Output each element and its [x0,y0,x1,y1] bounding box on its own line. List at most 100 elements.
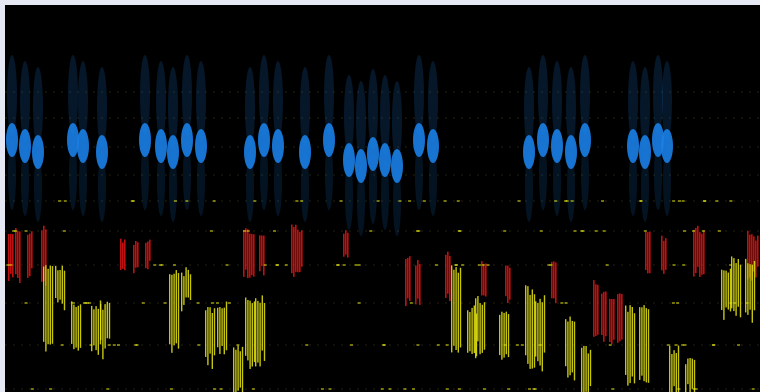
high-band-tail [567,152,575,222]
low-band-dot [159,264,163,266]
mid-band-streak [755,240,757,278]
low-band-streak [543,295,546,353]
high-band-tail [538,55,548,135]
low-band-streak [535,301,537,357]
mid-band-streak [617,294,619,343]
low-band-dot [9,264,13,266]
high-band-tail [552,61,562,141]
low-band-dot [434,264,438,266]
high-band-tail [169,152,177,222]
high-band-blob [96,135,108,169]
low-band-streak [255,298,257,367]
low-band-streak [631,306,633,377]
mid-band-streak [609,298,611,343]
low-band-dot [253,200,257,202]
low-band-streak [108,302,111,339]
low-band-streak [49,265,51,345]
low-band-streak [181,272,183,312]
low-band-dot [643,230,647,232]
high-band-tail [429,146,437,216]
low-band-streak [175,270,177,344]
low-band-dot [212,200,216,202]
mid-band-streak [295,224,297,272]
low-band-dot [12,230,16,232]
mid-band-streak [697,225,699,267]
high-band-tail [246,152,254,222]
spectrogram-panel [5,5,760,392]
low-band-dot [225,264,229,266]
low-band-dot [112,344,116,346]
low-band-dot [539,230,543,232]
mid-band-streak [299,231,301,273]
low-band-dot [681,200,685,202]
low-band-dot [398,200,402,202]
mid-band-streak [417,260,419,299]
mid-band-streak [753,236,755,272]
mid-band-streak [405,258,407,307]
low-band-dot [263,264,267,266]
high-band-blob [652,123,664,157]
low-band-dot [320,388,324,390]
high-band-tail [34,152,42,222]
low-band-streak [689,358,691,392]
high-band-blob [391,149,403,183]
low-band-streak [747,263,749,315]
high-band-tail [662,61,672,141]
low-band-streak [529,294,531,369]
mid-band-streak [29,233,31,277]
mid-band-streak [10,233,12,274]
low-band-streak [571,320,573,373]
mid-band-streak [27,234,29,278]
low-band-dot [213,388,217,390]
low-band-streak [481,304,483,353]
low-band-dot [507,388,511,390]
high-band-blob [32,135,44,169]
low-band-dot [117,344,121,346]
low-band-dot [678,200,682,202]
low-band-dot [481,264,485,266]
low-band-streak [721,269,723,311]
high-band-blob [258,123,270,157]
high-band-blob [413,123,425,157]
mid-band-streak [747,230,749,280]
mid-band-streak [647,232,649,274]
high-band-blob [244,135,256,169]
high-band-tail [356,81,366,161]
low-band-streak [251,303,253,367]
low-band-streak [477,296,479,342]
mid-band-streak [17,231,19,278]
mid-band-streak [149,239,151,261]
low-band-dot [30,388,34,390]
low-band-dot [185,200,189,202]
high-band-tail [368,69,378,149]
low-band-dot [672,200,676,202]
low-band-dot [443,200,447,202]
low-band-streak [217,307,219,348]
high-band-tail [414,55,424,135]
low-band-dot [408,200,412,202]
mid-band-streak [699,232,701,277]
high-band-tail [345,160,353,230]
low-band-streak [531,289,533,369]
mid-band-streak [15,228,17,275]
low-band-streak [261,295,263,351]
mid-band-streak [603,291,605,342]
low-band-streak [189,274,192,301]
low-band-streak [625,305,627,375]
low-band-dot [729,264,733,266]
low-band-streak [173,273,175,346]
low-band-dot [24,230,28,232]
high-band-tail [196,61,206,141]
low-band-streak [453,269,455,346]
low-band-dot [733,302,737,304]
low-band-streak [585,346,587,392]
low-band-streak [723,270,725,320]
low-band-streak [753,260,756,311]
low-band-streak [507,314,510,358]
low-band-streak [541,302,543,372]
low-band-streak [527,286,529,364]
low-band-dot [227,302,231,304]
high-band-tail [98,152,106,222]
low-band-streak [247,299,249,361]
high-band-tail [653,55,663,135]
